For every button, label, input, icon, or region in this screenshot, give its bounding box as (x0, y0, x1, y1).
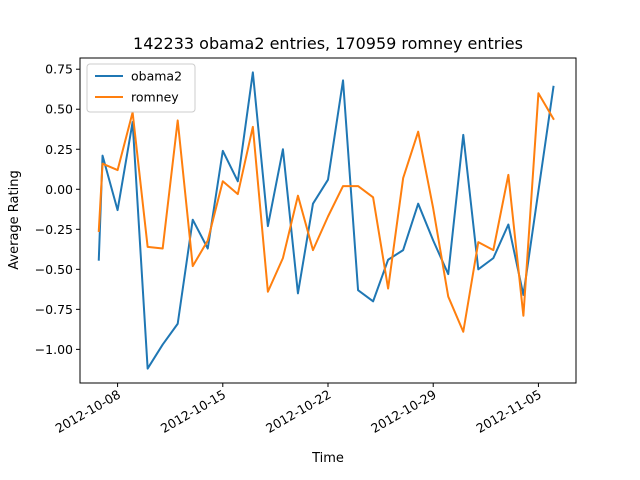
legend: obama2 romney (86, 63, 196, 113)
series-line-obama2 (97, 71, 555, 370)
y-tick: 0.25 (45, 142, 80, 157)
plot-frame (79, 57, 577, 384)
x-axis-label: Time (311, 451, 344, 466)
y-tick-label: −0.75 (35, 302, 73, 317)
y-tick: −0.50 (35, 262, 80, 277)
legend-label-obama2: obama2 (131, 69, 182, 84)
y-tick: 0.75 (45, 62, 80, 77)
plot-lines (97, 71, 555, 370)
y-tick: −0.25 (35, 222, 80, 237)
y-axis-ticks: −1.00 −0.75 −0.50 −0.25 0.00 0.25 0.50 0.75 (35, 62, 80, 357)
chart-title: 142233 obama2 entries, 170959 romney ent… (133, 34, 523, 53)
y-tick-label: 0.50 (45, 102, 73, 117)
y-tick: 0.00 (45, 182, 80, 197)
y-tick-label: 0.00 (45, 182, 73, 197)
y-tick: −0.75 (35, 302, 80, 317)
y-tick-label: −0.50 (35, 262, 73, 277)
y-tick: −1.00 (35, 342, 80, 357)
y-tick: 0.50 (45, 102, 80, 117)
legend-label-romney: romney (131, 90, 179, 105)
series-line-romney (97, 92, 555, 333)
y-tick-label: −1.00 (35, 342, 73, 357)
y-axis-label: Average Rating (7, 170, 22, 269)
y-tick-label: −0.25 (35, 222, 73, 237)
y-tick-label: 0.75 (45, 62, 73, 77)
y-tick-label: 0.25 (45, 142, 73, 157)
